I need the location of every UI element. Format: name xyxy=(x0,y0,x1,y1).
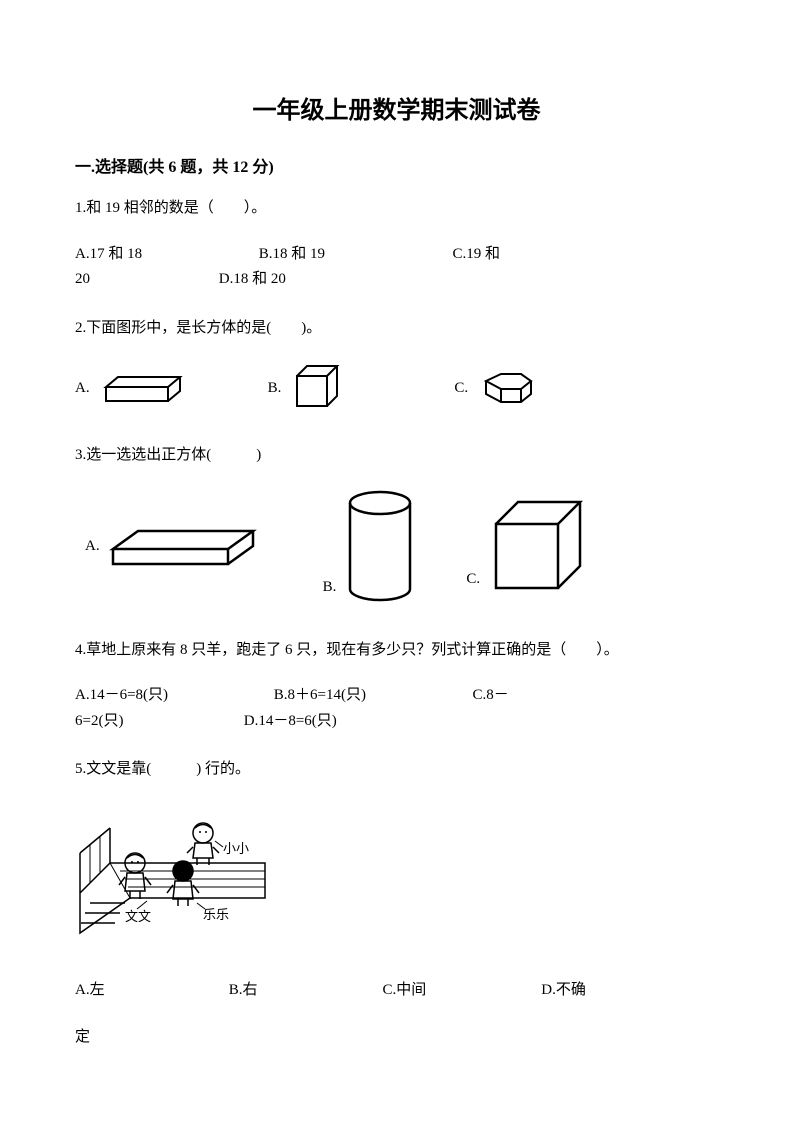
question-4-options: A.14－6=8(只) B.8＋6=14(只) C.8－ 6=2(只) D.14… xyxy=(75,683,718,734)
hexagonal-prism-icon xyxy=(476,369,536,409)
cylinder-icon xyxy=(344,489,416,604)
document-title: 一年级上册数学期末测试卷 xyxy=(75,90,718,125)
cuboid-icon xyxy=(98,369,188,409)
q1-option-a: A.17 和 18 xyxy=(75,242,255,268)
question-4-text: 4.草地上原来有 8 只羊，跑走了 6 只，现在有多少只？列式计算正确的是（ ）… xyxy=(75,639,718,662)
q4-option-a: A.14－6=8(只) xyxy=(75,683,270,709)
cube-icon xyxy=(289,361,344,416)
question-5-figure: 小小 文文 乐乐 xyxy=(75,803,718,953)
q3-label-b: B. xyxy=(323,579,337,596)
q4-option-b: B.8＋6=14(只) xyxy=(274,683,469,709)
label-xiaoxiao: 小小 xyxy=(223,841,249,856)
question-5-text: 5.文文是靠( ) 行的。 xyxy=(75,758,718,781)
q4-option-c-part1: C.8－ xyxy=(473,687,509,703)
flat-cuboid-icon xyxy=(108,519,263,574)
q3-label-a: A. xyxy=(85,538,100,555)
q4-option-d: D.14－8=6(只) xyxy=(244,713,337,729)
stairs-scene-icon: 小小 文文 乐乐 xyxy=(75,803,280,953)
question-5-options: A.左 B.右 C.中间 D.不确 定 xyxy=(75,978,718,1051)
section-header: 一.选择题(共 6 题，共 12 分) xyxy=(75,153,718,177)
q5-option-d-part1: D.不确 xyxy=(541,982,586,998)
question-2-text: 2.下面图形中，是长方体的是( )。 xyxy=(75,317,718,340)
large-cube-icon xyxy=(488,496,588,596)
q2-label-b: B. xyxy=(268,380,282,397)
q5-option-c: C.中间 xyxy=(383,978,538,1004)
question-2-shapes: A. B. C. xyxy=(75,361,718,416)
q2-label-c: C. xyxy=(454,380,468,397)
label-wenwen: 文文 xyxy=(125,909,151,924)
question-1-options: A.17 和 18 B.18 和 19 C.19 和 20 D.18 和 20 xyxy=(75,242,718,293)
question-1-text: 1.和 19 相邻的数是（ ）。 xyxy=(75,197,718,220)
question-3-shapes: A. B. C. xyxy=(75,489,718,604)
q5-option-a: A.左 xyxy=(75,978,225,1004)
q1-option-c-part1: C.19 和 xyxy=(453,246,501,262)
q1-option-d: D.18 和 20 xyxy=(219,271,286,287)
q5-option-b: B.右 xyxy=(229,978,379,1004)
q5-option-d-part2: 定 xyxy=(75,1029,90,1045)
question-3-text: 3.选一选选出正方体( ) xyxy=(75,444,718,467)
q1-option-b: B.18 和 19 xyxy=(259,242,449,268)
q1-option-c-part2: 20 xyxy=(75,267,215,293)
q3-label-c: C. xyxy=(466,571,480,588)
q2-label-a: A. xyxy=(75,380,90,397)
q4-option-c-part2: 6=2(只) xyxy=(75,709,240,735)
label-lele: 乐乐 xyxy=(203,907,229,922)
